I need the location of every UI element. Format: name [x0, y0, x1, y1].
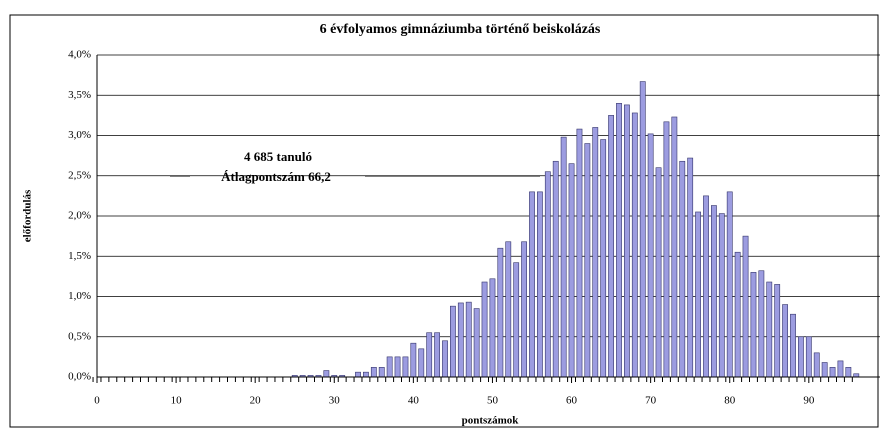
bar [473, 308, 480, 378]
bar [687, 157, 694, 378]
x-tick-label: 90 [803, 395, 815, 407]
bar [671, 116, 678, 378]
bar [837, 360, 844, 378]
x-tick-label: 40 [408, 395, 420, 407]
bar [497, 247, 504, 378]
bar [774, 284, 781, 378]
bar [378, 367, 385, 378]
bar [600, 139, 607, 378]
bar [726, 191, 733, 378]
bar [734, 251, 741, 378]
bar [363, 371, 369, 378]
bar [616, 103, 622, 378]
x-tick-label: 70 [645, 395, 657, 407]
x-tick-label: 60 [566, 395, 578, 407]
x-tick-label: 20 [250, 395, 262, 407]
bar [457, 302, 464, 378]
bar [813, 352, 820, 378]
bar [529, 191, 535, 378]
x-tick-label: 10 [171, 395, 183, 407]
bar [718, 213, 725, 378]
y-tick-label: 1,0% [68, 290, 91, 302]
bar [426, 332, 433, 378]
bar [442, 340, 448, 378]
chart-title: 6 évfolyamos gimnáziumba történő beiskol… [320, 22, 601, 37]
bar [552, 160, 559, 378]
y-tick-label: 0,5% [68, 330, 91, 342]
y-tick-label: 3,5% [68, 89, 91, 101]
bar [639, 81, 646, 378]
bar [624, 104, 630, 378]
annotation: 4 685 tanuló [244, 149, 312, 164]
x-tick-label: 50 [487, 395, 499, 407]
bar [370, 367, 377, 378]
bar [592, 127, 599, 378]
y-tick-label: 2,5% [68, 169, 91, 181]
y-tick-label: 0,0% [68, 371, 91, 383]
x-tick-label: 80 [724, 395, 736, 407]
x-tick-label: 30 [329, 395, 341, 407]
bar [402, 356, 409, 378]
bar [386, 356, 393, 378]
bar [418, 348, 425, 378]
bar [655, 167, 662, 378]
bar [465, 301, 472, 378]
bar [805, 336, 812, 378]
bar [481, 281, 488, 378]
bar [489, 278, 496, 378]
bar [758, 270, 765, 378]
bar [631, 112, 638, 378]
bar [537, 191, 543, 378]
bar [323, 370, 330, 378]
bar [608, 115, 614, 378]
bar [695, 211, 701, 378]
bar [568, 163, 575, 378]
bar [355, 371, 361, 378]
bar [647, 133, 654, 378]
bar [544, 171, 551, 378]
y-tick-label: 2,0% [68, 210, 91, 222]
bar [394, 356, 401, 378]
bar [790, 313, 796, 378]
x-tick-label: 0 [94, 395, 100, 407]
bar [703, 195, 709, 378]
bar [505, 241, 512, 378]
bar [584, 143, 591, 378]
annotation: Átlagpontszám 66,2 [221, 169, 331, 184]
bar [742, 235, 749, 378]
y-tick-label: 4,0% [68, 49, 91, 61]
y-tick-label: 3,0% [68, 129, 91, 141]
bar [711, 205, 717, 378]
bar [560, 136, 567, 378]
bar [663, 121, 670, 378]
bar [410, 342, 417, 378]
bar [513, 262, 520, 378]
bar [798, 336, 804, 378]
bar [679, 160, 686, 378]
y-axis-label: előfordulás [22, 189, 34, 242]
bar [750, 272, 757, 378]
bar [576, 128, 583, 378]
bar [521, 241, 527, 378]
bar [821, 362, 828, 378]
bar [450, 305, 456, 378]
bar [845, 367, 852, 378]
bar [434, 332, 440, 378]
x-axis-label: pontszámok [462, 415, 520, 427]
y-tick-label: 1,5% [68, 250, 91, 262]
bar [766, 281, 773, 378]
bar [829, 367, 836, 378]
bar [782, 304, 788, 378]
